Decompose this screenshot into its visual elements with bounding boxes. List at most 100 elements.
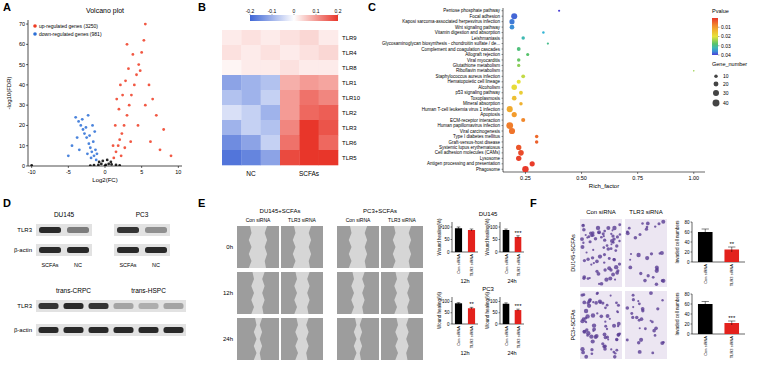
- heat-cell: [222, 120, 242, 135]
- cell: [581, 245, 585, 249]
- cell: [612, 324, 616, 328]
- heat-cell: [319, 75, 339, 90]
- wound-gap: [249, 226, 267, 268]
- panel-label: B: [198, 1, 206, 13]
- heat-cell: [299, 120, 319, 135]
- cell: [587, 277, 590, 280]
- cell: [591, 313, 595, 317]
- point: [144, 23, 147, 26]
- cell: [591, 256, 594, 259]
- bubble: [693, 70, 695, 72]
- heat-cell: [241, 30, 261, 45]
- bubble: [526, 53, 529, 56]
- transwell-image: [580, 291, 622, 359]
- point: [142, 39, 145, 42]
- heat-cell: [280, 135, 300, 150]
- column-label: NC: [246, 170, 256, 177]
- heat-cell: [299, 30, 319, 45]
- bubble: [522, 166, 528, 172]
- cell: [626, 306, 630, 310]
- cell: [616, 235, 619, 238]
- cell: [583, 259, 586, 262]
- cell: [606, 314, 610, 318]
- cell: [634, 236, 638, 240]
- row-label: TLR6: [342, 140, 357, 146]
- y-tick-label: 10: [19, 143, 25, 149]
- cell: [585, 314, 589, 318]
- column-label: TLR3 siRNA: [629, 209, 662, 215]
- column-label: DU145+SCFAs: [260, 208, 301, 214]
- colorbar-label: 0.1: [313, 8, 320, 14]
- panel-label: A: [3, 1, 11, 13]
- y-axis: [500, 297, 501, 324]
- point: [89, 146, 92, 149]
- x-tick-label: TLR3 siRNA: [729, 336, 734, 359]
- point: [115, 164, 118, 166]
- cell: [630, 312, 633, 315]
- cell: [618, 262, 621, 265]
- cell: [596, 312, 598, 314]
- cell: [596, 292, 599, 295]
- x-axis-label: 24h: [507, 278, 516, 284]
- cell: [585, 251, 587, 253]
- wound-image: [337, 272, 379, 314]
- x-tick-label: -5: [66, 169, 71, 175]
- y-tick-label: 40: [684, 312, 690, 317]
- point: [90, 150, 93, 153]
- heat-cell: [280, 120, 300, 135]
- colorbar-label: -0.1: [268, 8, 277, 14]
- y-tick-label: 30: [19, 102, 25, 108]
- y-tick-label: 100: [442, 225, 450, 230]
- cell: [638, 350, 642, 354]
- cell: [616, 269, 619, 272]
- point: [91, 124, 94, 127]
- blot-band: [39, 227, 61, 233]
- point: [120, 132, 123, 135]
- y-tick: [26, 105, 28, 106]
- bubble: [535, 135, 538, 138]
- bars: [455, 227, 475, 252]
- cell: [614, 249, 617, 252]
- cell: [660, 341, 664, 345]
- cell: [662, 341, 664, 343]
- x-tick-label: Con siRNA: [456, 254, 461, 274]
- blot-frame: [36, 300, 186, 312]
- point: [90, 156, 93, 159]
- blot-frame: [36, 224, 92, 236]
- blot-group-label: DU145: [54, 211, 75, 218]
- blot-row-label: TLR3: [17, 227, 32, 233]
- y-tick: [691, 232, 693, 233]
- wound-image: [237, 272, 279, 314]
- blot-band: [145, 247, 167, 253]
- blot-band: [117, 247, 139, 253]
- heat-cell: [222, 150, 242, 165]
- wound-image: [381, 318, 423, 360]
- cell: [582, 224, 584, 226]
- blot-band: [64, 303, 84, 309]
- y-tick-label: 0: [447, 250, 450, 255]
- y-tick-label: ECM-receptor interaction: [450, 118, 501, 123]
- y-tick-label: Focal adhesion: [469, 14, 500, 19]
- heat-cell: [319, 60, 339, 75]
- heat-cell: [241, 75, 261, 90]
- x-tick: [525, 172, 526, 174]
- y-tick-label: 0: [687, 332, 690, 337]
- cell: [586, 236, 588, 238]
- bubble: [521, 36, 524, 39]
- bubble: [517, 47, 521, 51]
- y-tick-label: Systemic lupus erythematosus: [439, 145, 501, 150]
- y-tick: [502, 169, 504, 170]
- y-axis: [503, 8, 504, 172]
- heat-cell: [319, 135, 339, 150]
- y-tick-label: 80: [684, 292, 690, 297]
- condition-label: TLR3 siRNA: [388, 217, 416, 223]
- legend-label: down-regulated genes (981): [39, 31, 102, 37]
- y-tick-label: Vitamin digestion and absorption: [435, 30, 501, 35]
- bubble: [510, 25, 515, 30]
- x-axis: [503, 172, 705, 173]
- y-tick: [502, 141, 504, 142]
- colorbar-label: 0.03: [721, 43, 731, 49]
- point: [126, 43, 129, 46]
- error-bar: [728, 321, 735, 325]
- y-tick: [691, 314, 693, 315]
